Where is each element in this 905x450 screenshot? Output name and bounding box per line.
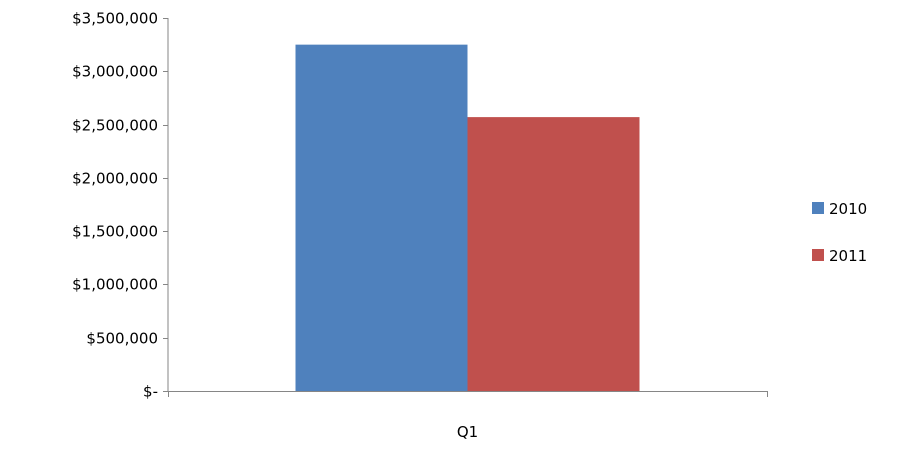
legend-item: 2011 bbox=[812, 247, 867, 265]
y-tick-label: $3,000,000 bbox=[72, 63, 158, 81]
legend-label: 2010 bbox=[829, 200, 867, 218]
y-axis: $- $500,000 $1,000,000 $1,500,000 $2,000,000… bbox=[72, 10, 169, 401]
bar-series-group bbox=[295, 44, 640, 392]
y-tick-label: $3,500,000 bbox=[72, 10, 158, 28]
y-tick-label: $2,500,000 bbox=[72, 117, 158, 135]
y-tick-label: $- bbox=[143, 383, 158, 401]
legend-label: 2011 bbox=[829, 247, 867, 265]
legend-swatch bbox=[812, 249, 824, 261]
y-tick-label: $1,000,000 bbox=[72, 276, 158, 294]
legend-item: 2010 bbox=[812, 200, 867, 218]
legend: 2010 2011 bbox=[812, 200, 867, 265]
y-tick-label: $2,000,000 bbox=[72, 170, 158, 188]
x-category-label: Q1 bbox=[457, 423, 478, 441]
x-axis: Q1 bbox=[168, 391, 768, 441]
bar-2011 bbox=[467, 117, 640, 392]
legend-swatch bbox=[812, 202, 824, 214]
y-tick-label: $1,500,000 bbox=[72, 223, 158, 241]
y-tick-label: $500,000 bbox=[86, 330, 158, 348]
bar-2010 bbox=[295, 44, 468, 392]
